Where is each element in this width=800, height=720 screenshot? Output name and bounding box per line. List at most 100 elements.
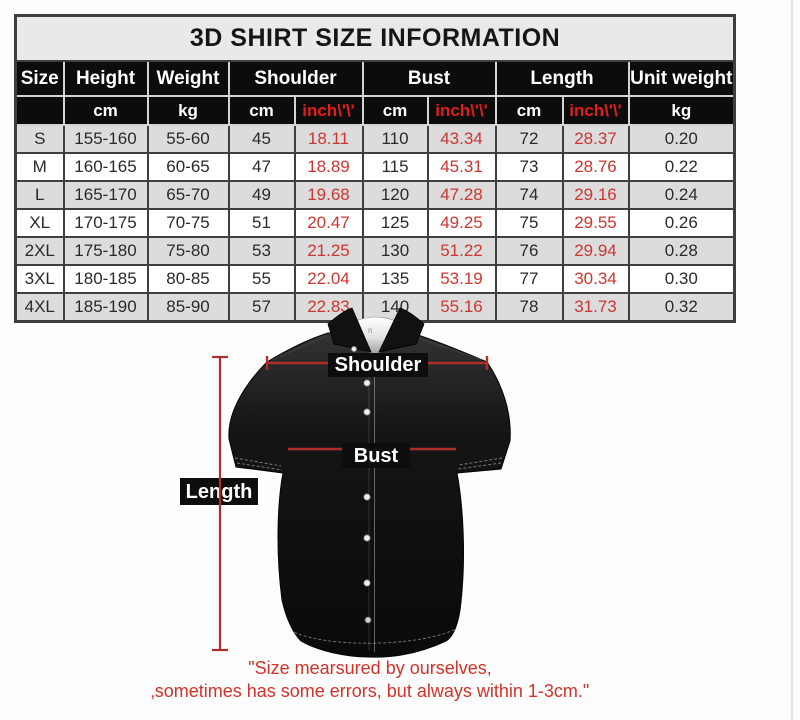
stitching	[234, 457, 503, 644]
table-cell: 22.04	[293, 264, 364, 294]
table-cell: 0.30	[627, 264, 736, 294]
table-cell: 55.16	[426, 292, 497, 323]
unit-cell: kg	[627, 95, 736, 126]
table-title: 3D SHIRT SIZE INFORMATION	[14, 14, 736, 62]
table-title-row: 3D SHIRT SIZE INFORMATION	[14, 14, 736, 62]
table-cell: 60-65	[146, 152, 230, 182]
table-cell: 175-180	[62, 236, 149, 266]
table-cell: 29.55	[561, 208, 630, 238]
table-cell: 51.22	[426, 236, 497, 266]
table-cell: 115	[361, 152, 429, 182]
table-cell: 18.11	[293, 124, 364, 154]
table-cell: 55	[227, 264, 296, 294]
table-cell: 0.32	[627, 292, 736, 323]
shoulder-label-box: Shoulder	[328, 353, 428, 377]
measurement-disclaimer: "Size mearsured by ourselves, ‚sometimes…	[150, 657, 590, 703]
table-unit-row: cm kg cm inch\'\' cm inch\'\' cm inch\'\…	[14, 95, 736, 126]
bust-label: Bust	[354, 445, 399, 467]
table-cell: 85-90	[146, 292, 230, 323]
unit-cell: cm	[494, 95, 564, 126]
table-cell: 65-70	[146, 180, 230, 210]
shirt-illustration: n	[180, 307, 511, 658]
table-cell: 110	[361, 124, 429, 154]
table-cell: 75	[494, 208, 564, 238]
table-cell: 57	[227, 292, 296, 323]
table-cell: 43.34	[426, 124, 497, 154]
unit-cell: kg	[146, 95, 230, 126]
table-row: 2XL 175-180 75-80 53 21.25 130 51.22 76 29.94 0.2…	[14, 236, 736, 266]
table-cell: 0.22	[627, 152, 736, 182]
table-cell: 74	[494, 180, 564, 210]
table-cell: 53.19	[426, 264, 497, 294]
table-cell: 45	[227, 124, 296, 154]
table-row: XL 170-175 70-75 51 20.47 125 49.25 75 29.55 0.26	[14, 208, 736, 238]
unit-cell-inch: inch\'\'	[426, 95, 497, 126]
size-cell: 2XL	[14, 236, 65, 266]
table-cell: 19.68	[293, 180, 364, 210]
table-cell: 49.25	[426, 208, 497, 238]
table-cell: 75-80	[146, 236, 230, 266]
shoulder-seams	[271, 335, 483, 361]
table-cell: 73	[494, 152, 564, 182]
table-cell: 78	[494, 292, 564, 323]
table-cell: 185-190	[62, 292, 149, 323]
table-cell: 125	[361, 208, 429, 238]
table-body: S 155-160 55-60 45 18.11 110 43.34 72 28.37 0.20 M…	[14, 124, 736, 323]
unit-cell: cm	[361, 95, 429, 126]
table-cell: 31.73	[561, 292, 630, 323]
table-cell: 77	[494, 264, 564, 294]
table-cell: 130	[361, 236, 429, 266]
collar-wings	[327, 307, 425, 353]
size-cell: S	[14, 124, 65, 154]
table-cell: 30.34	[561, 264, 630, 294]
table-cell: 51	[227, 208, 296, 238]
col-header-bust: Bust	[361, 60, 497, 97]
table-cell: 21.25	[293, 236, 364, 266]
table-cell: 20.47	[293, 208, 364, 238]
table-row: 3XL 180-185 80-85 55 22.04 135 53.19 77 30.34 0.3…	[14, 264, 736, 294]
disclaimer-line-2: ‚sometimes has some errors, but always w…	[150, 681, 590, 701]
col-header-weight: Weight	[146, 60, 230, 97]
table-cell: 135	[361, 264, 429, 294]
col-header-size: Size	[14, 60, 65, 97]
table-cell: 180-185	[62, 264, 149, 294]
table-cell: 55-60	[146, 124, 230, 154]
table-cell: 53	[227, 236, 296, 266]
photo-edge-line	[791, 0, 793, 720]
size-cell: XL	[14, 208, 65, 238]
unit-cell: cm	[227, 95, 296, 126]
table-cell: 120	[361, 180, 429, 210]
col-header-height: Height	[62, 60, 149, 97]
table-cell: 45.31	[426, 152, 497, 182]
table-cell: 0.24	[627, 180, 736, 210]
size-cell: 3XL	[14, 264, 65, 294]
size-cell: M	[14, 152, 65, 182]
collar-mark: n	[368, 326, 372, 335]
unit-cell	[14, 95, 65, 126]
table-cell: 0.28	[627, 236, 736, 266]
table-cell: 28.76	[561, 152, 630, 182]
table-row: M 160-165 60-65 47 18.89 115 45.31 73 28.76 0.22	[14, 152, 736, 182]
length-measure-line	[212, 355, 228, 652]
table-cell: 72	[494, 124, 564, 154]
table-cell: 18.89	[293, 152, 364, 182]
table-cell: 29.94	[561, 236, 630, 266]
unit-cell-inch: inch\'\'	[293, 95, 364, 126]
size-cell: L	[14, 180, 65, 210]
table-cell: 160-165	[62, 152, 149, 182]
table-cell: 165-170	[62, 180, 149, 210]
col-header-unit-weight: Unit weight	[627, 60, 736, 97]
table-row: L 165-170 65-70 49 19.68 120 47.28 74 29.16 0.24	[14, 180, 736, 210]
unit-cell: cm	[62, 95, 149, 126]
table-cell: 155-160	[62, 124, 149, 154]
table-cell: 28.37	[561, 124, 630, 154]
size-cell: 4XL	[14, 292, 65, 323]
bust-label-box: Bust	[342, 443, 410, 468]
placket	[368, 356, 375, 652]
table-cell: 47	[227, 152, 296, 182]
table-row: S 155-160 55-60 45 18.11 110 43.34 72 28.37 0.20	[14, 124, 736, 154]
table-cell: 0.26	[627, 208, 736, 238]
table-header-row: Size Height Weight Shoulder Bust Length …	[14, 60, 736, 97]
table-cell: 29.16	[561, 180, 630, 210]
